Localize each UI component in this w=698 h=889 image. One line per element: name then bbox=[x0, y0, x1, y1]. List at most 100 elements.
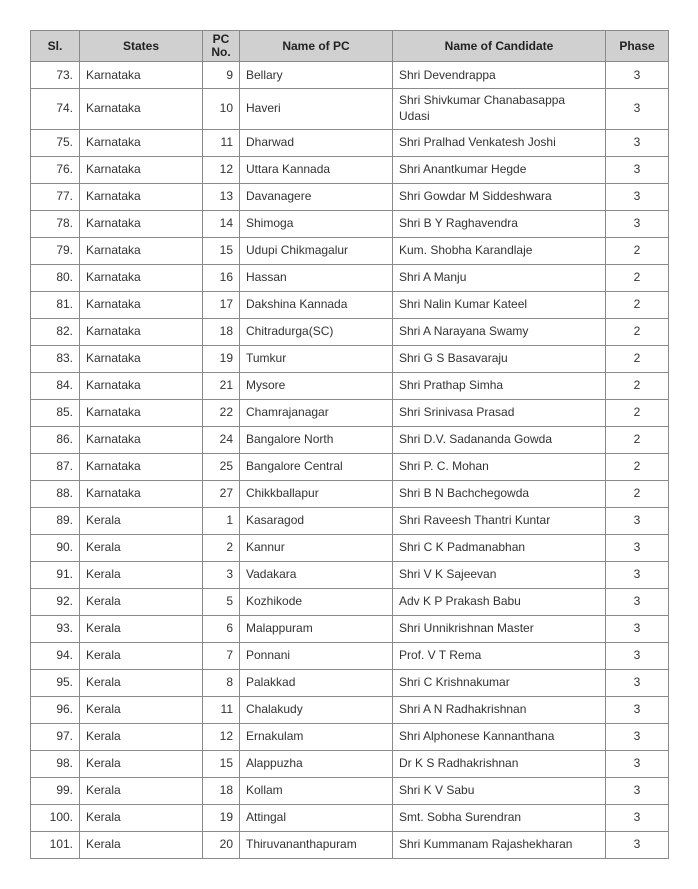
table-cell: Shri A N Radhakrishnan bbox=[393, 696, 606, 723]
table-cell: 3 bbox=[606, 89, 669, 129]
table-cell: Chikkballapur bbox=[240, 480, 393, 507]
table-cell: Shri Devendrappa bbox=[393, 62, 606, 89]
table-cell: 18 bbox=[203, 777, 240, 804]
table-cell: 3 bbox=[606, 561, 669, 588]
table-cell: 24 bbox=[203, 426, 240, 453]
col-header-sl: Sl. bbox=[31, 31, 80, 62]
table-cell: 2 bbox=[606, 318, 669, 345]
table-cell: Shri B N Bachchegowda bbox=[393, 480, 606, 507]
table-cell: Palakkad bbox=[240, 669, 393, 696]
table-cell: Bellary bbox=[240, 62, 393, 89]
table-cell: 3 bbox=[606, 642, 669, 669]
table-cell: Karnataka bbox=[80, 372, 203, 399]
table-cell: Kerala bbox=[80, 831, 203, 858]
table-cell: 12 bbox=[203, 156, 240, 183]
table-row: 77.Karnataka13DavanagereShri Gowdar M Si… bbox=[31, 183, 669, 210]
table-cell: Karnataka bbox=[80, 426, 203, 453]
table-cell: Karnataka bbox=[80, 237, 203, 264]
table-cell: 76. bbox=[31, 156, 80, 183]
table-cell: 79. bbox=[31, 237, 80, 264]
table-row: 78.Karnataka14ShimogaShri B Y Raghavendr… bbox=[31, 210, 669, 237]
table-cell: Shri Kummanam Rajashekharan bbox=[393, 831, 606, 858]
table-cell: Udupi Chikmagalur bbox=[240, 237, 393, 264]
table-cell: Karnataka bbox=[80, 89, 203, 129]
table-cell: 95. bbox=[31, 669, 80, 696]
table-row: 88.Karnataka27ChikkballapurShri B N Bach… bbox=[31, 480, 669, 507]
table-cell: 91. bbox=[31, 561, 80, 588]
table-cell: 3 bbox=[203, 561, 240, 588]
table-cell: Shri Srinivasa Prasad bbox=[393, 399, 606, 426]
table-cell: 3 bbox=[606, 696, 669, 723]
table-row: 79.Karnataka15Udupi ChikmagalurKum. Shob… bbox=[31, 237, 669, 264]
col-header-states: States bbox=[80, 31, 203, 62]
table-row: 95.Kerala8PalakkadShri C Krishnakumar3 bbox=[31, 669, 669, 696]
table-cell: 78. bbox=[31, 210, 80, 237]
table-cell: 10 bbox=[203, 89, 240, 129]
table-cell: Kerala bbox=[80, 507, 203, 534]
table-cell: 2 bbox=[203, 534, 240, 561]
table-body: 73.Karnataka9BellaryShri Devendrappa374.… bbox=[31, 62, 669, 858]
table-cell: 100. bbox=[31, 804, 80, 831]
table-row: 93.Kerala6MalappuramShri Unnikrishnan Ma… bbox=[31, 615, 669, 642]
table-cell: 80. bbox=[31, 264, 80, 291]
table-cell: Shimoga bbox=[240, 210, 393, 237]
table-cell: 7 bbox=[203, 642, 240, 669]
table-cell: 2 bbox=[606, 237, 669, 264]
table-cell: Karnataka bbox=[80, 264, 203, 291]
table-cell: 2 bbox=[606, 372, 669, 399]
table-cell: 2 bbox=[606, 426, 669, 453]
table-cell: 3 bbox=[606, 588, 669, 615]
table-row: 80.Karnataka16HassanShri A Manju2 bbox=[31, 264, 669, 291]
table-cell: 3 bbox=[606, 723, 669, 750]
table-row: 90.Kerala2KannurShri C K Padmanabhan3 bbox=[31, 534, 669, 561]
table-cell: 94. bbox=[31, 642, 80, 669]
table-cell: Shri Prathap Simha bbox=[393, 372, 606, 399]
table-cell: 2 bbox=[606, 345, 669, 372]
table-cell: 3 bbox=[606, 831, 669, 858]
candidates-table: Sl. States PC No. Name of PC Name of Can… bbox=[30, 30, 669, 859]
table-row: 74.Karnataka10HaveriShri Shivkumar Chana… bbox=[31, 89, 669, 129]
table-cell: 3 bbox=[606, 804, 669, 831]
table-cell: 3 bbox=[606, 210, 669, 237]
table-cell: 15 bbox=[203, 237, 240, 264]
table-cell: Kerala bbox=[80, 804, 203, 831]
table-cell: Adv K P Prakash Babu bbox=[393, 588, 606, 615]
table-row: 99.Kerala18KollamShri K V Sabu3 bbox=[31, 777, 669, 804]
table-cell: Kerala bbox=[80, 723, 203, 750]
table-cell: Chitradurga(SC) bbox=[240, 318, 393, 345]
table-cell: Shri A Manju bbox=[393, 264, 606, 291]
table-cell: Shri K V Sabu bbox=[393, 777, 606, 804]
table-cell: 3 bbox=[606, 507, 669, 534]
table-cell: 16 bbox=[203, 264, 240, 291]
table-cell: Shri D.V. Sadananda Gowda bbox=[393, 426, 606, 453]
table-cell: Malappuram bbox=[240, 615, 393, 642]
table-row: 82.Karnataka18Chitradurga(SC)Shri A Nara… bbox=[31, 318, 669, 345]
table-cell: 20 bbox=[203, 831, 240, 858]
table-cell: Kannur bbox=[240, 534, 393, 561]
table-cell: 12 bbox=[203, 723, 240, 750]
table-row: 86.Karnataka24Bangalore NorthShri D.V. S… bbox=[31, 426, 669, 453]
table-cell: Karnataka bbox=[80, 156, 203, 183]
table-row: 92.Kerala5KozhikodeAdv K P Prakash Babu3 bbox=[31, 588, 669, 615]
table-cell: 3 bbox=[606, 777, 669, 804]
table-cell: 86. bbox=[31, 426, 80, 453]
table-cell: 3 bbox=[606, 62, 669, 89]
table-cell: 74. bbox=[31, 89, 80, 129]
table-cell: Karnataka bbox=[80, 399, 203, 426]
table-cell: 85. bbox=[31, 399, 80, 426]
table-cell: 3 bbox=[606, 534, 669, 561]
table-cell: Karnataka bbox=[80, 210, 203, 237]
table-cell: Kasaragod bbox=[240, 507, 393, 534]
table-cell: Kerala bbox=[80, 615, 203, 642]
table-cell: 81. bbox=[31, 291, 80, 318]
table-cell: Shri C K Padmanabhan bbox=[393, 534, 606, 561]
table-cell: 99. bbox=[31, 777, 80, 804]
table-cell: 25 bbox=[203, 453, 240, 480]
col-header-pcno: PC No. bbox=[203, 31, 240, 62]
table-cell: Chamrajanagar bbox=[240, 399, 393, 426]
table-cell: 3 bbox=[606, 615, 669, 642]
table-cell: 2 bbox=[606, 453, 669, 480]
table-cell: 84. bbox=[31, 372, 80, 399]
table-cell: 90. bbox=[31, 534, 80, 561]
table-cell: Thiruvananthapuram bbox=[240, 831, 393, 858]
